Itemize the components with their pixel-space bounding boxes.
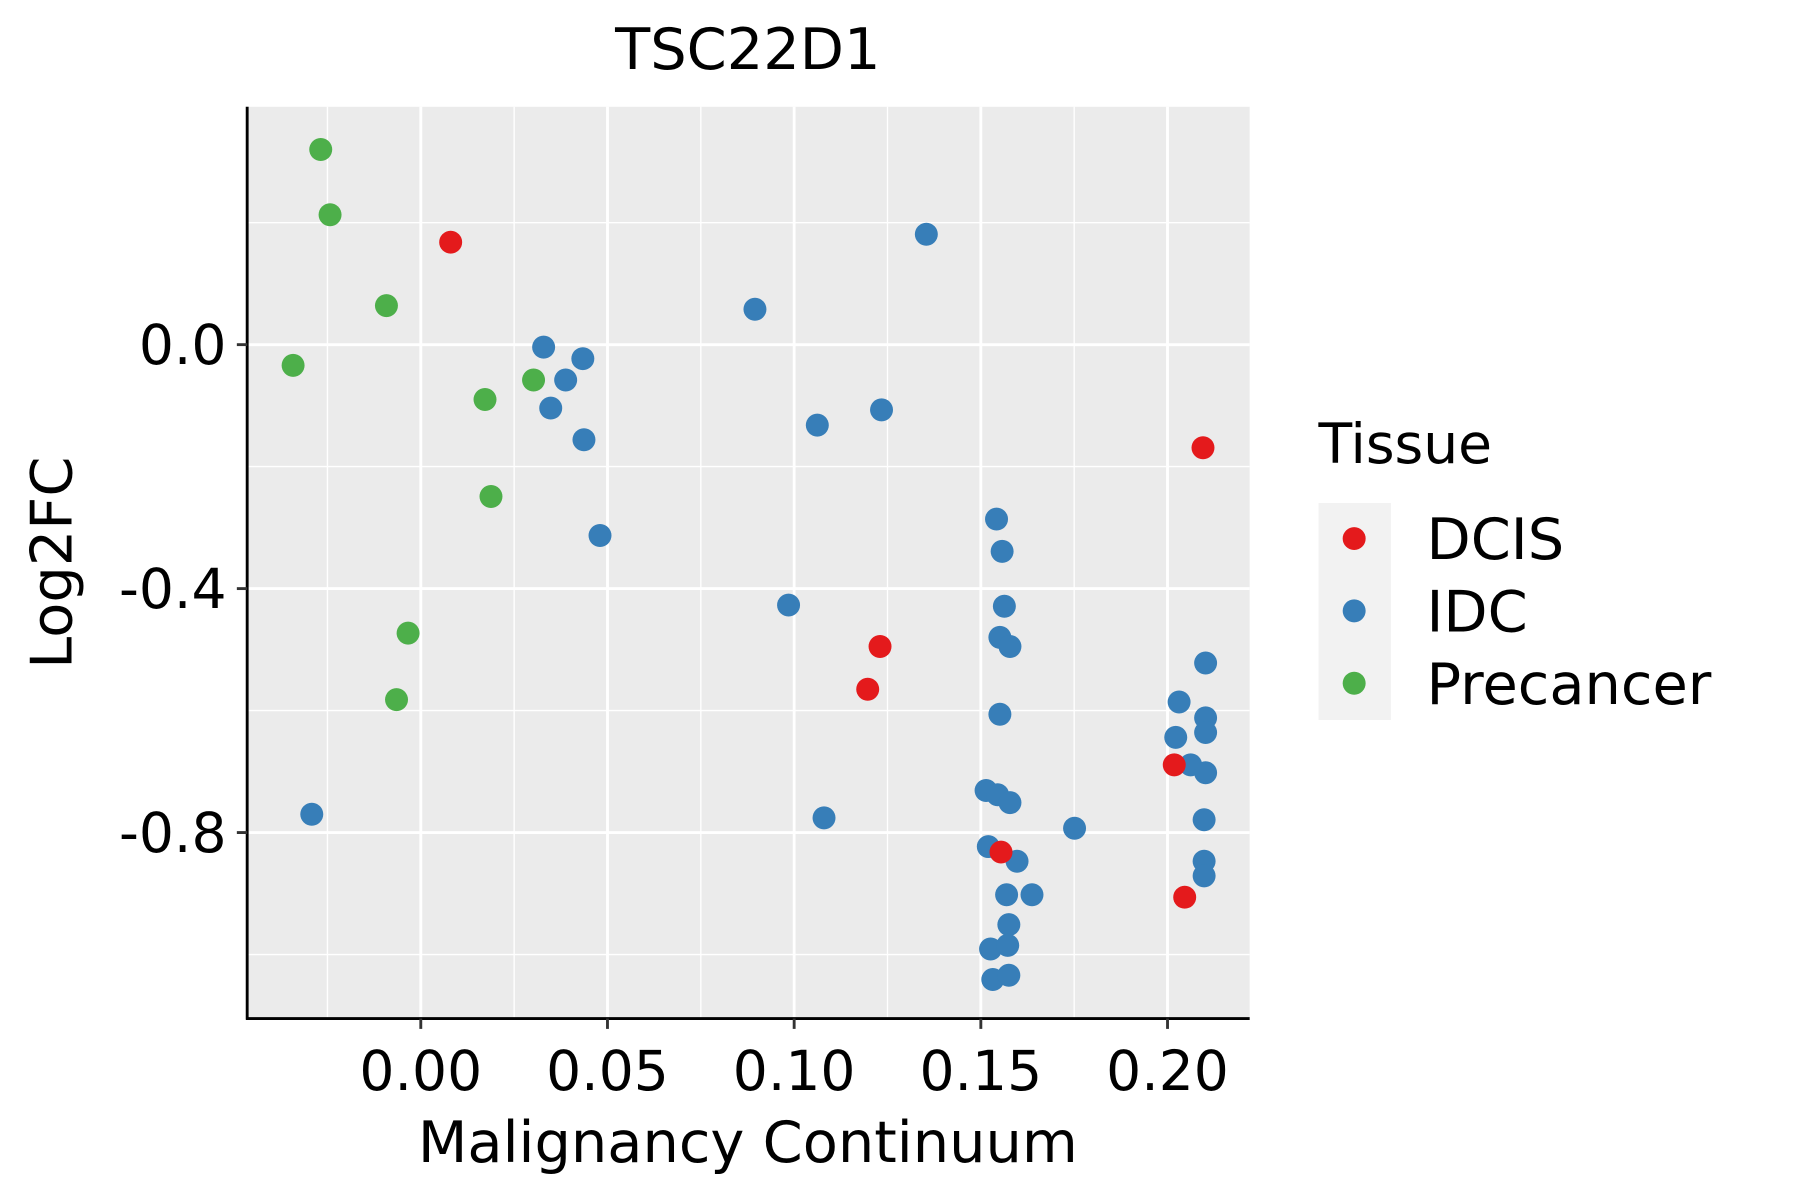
- data-point-idc: [777, 593, 801, 617]
- y-axis-label: Log2FC: [18, 457, 85, 669]
- data-point-idc: [532, 335, 556, 359]
- grid: [247, 106, 1250, 1019]
- data-point-idc: [988, 702, 1012, 726]
- data-point-idc: [997, 963, 1021, 987]
- data-point-idc: [571, 347, 595, 371]
- data-point-precancer: [522, 368, 546, 392]
- data-point-idc: [992, 594, 1016, 618]
- legend-key-idc: [1342, 599, 1366, 623]
- data-point-idc: [1194, 721, 1218, 745]
- data-point-idc: [1164, 725, 1188, 749]
- legend-title: Tissue: [1318, 412, 1493, 476]
- data-point-idc: [1192, 864, 1216, 888]
- data-point-idc: [990, 539, 1014, 563]
- y-tick-label: -0.8: [119, 801, 227, 865]
- data-point-idc: [1063, 816, 1087, 840]
- data-point-dcis: [868, 635, 892, 659]
- data-point-idc: [743, 297, 767, 321]
- legend-label: Precancer: [1427, 651, 1712, 718]
- data-point-idc: [996, 933, 1020, 957]
- data-point-precancer: [479, 485, 503, 508]
- data-point-idc: [998, 635, 1022, 659]
- data-point-idc: [1020, 883, 1044, 907]
- data-point-dcis: [856, 677, 880, 701]
- data-point-precancer: [473, 388, 497, 412]
- x-tick-label: 0.05: [546, 1039, 669, 1103]
- points: [281, 138, 1218, 992]
- x-tick-label: 0.15: [919, 1039, 1042, 1103]
- data-point-idc: [914, 222, 938, 246]
- data-point-idc: [554, 368, 578, 392]
- data-point-precancer: [396, 621, 420, 645]
- data-point-idc: [995, 883, 1019, 907]
- data-point-idc: [1194, 761, 1218, 785]
- data-point-idc: [870, 398, 894, 422]
- x-tick-label: 0.00: [359, 1039, 482, 1103]
- data-point-idc: [1167, 690, 1191, 714]
- data-point-dcis: [1162, 753, 1186, 777]
- data-point-idc: [1194, 651, 1218, 675]
- data-point-idc: [979, 937, 1003, 961]
- x-tick-label: 0.20: [1106, 1039, 1229, 1103]
- data-point-dcis: [439, 230, 463, 254]
- data-point-idc: [997, 913, 1021, 937]
- data-point-precancer: [309, 138, 333, 161]
- data-point-idc: [985, 507, 1009, 531]
- data-point-idc: [805, 413, 829, 437]
- data-point-idc: [1192, 808, 1216, 832]
- legend-label: IDC: [1427, 579, 1528, 646]
- plot-panel: [247, 106, 1250, 1019]
- x-tick-label: 0.10: [733, 1039, 856, 1103]
- chart-title: TSC22D1: [614, 16, 880, 83]
- data-point-dcis: [989, 840, 1013, 864]
- legend-key-precancer: [1342, 671, 1366, 695]
- data-point-idc: [998, 791, 1022, 815]
- data-point-precancer: [318, 203, 342, 227]
- data-point-idc: [300, 802, 324, 826]
- x-axis-label: Malignancy Continuum: [418, 1109, 1078, 1176]
- y-tick-label: -0.4: [119, 557, 227, 621]
- data-point-precancer: [374, 294, 398, 318]
- data-point-idc: [572, 428, 596, 452]
- data-point-precancer: [385, 688, 409, 712]
- data-point-dcis: [1191, 436, 1215, 460]
- ticks: 0.00 0.05 0.10 0.15 0.20 0.0 -0.4 -0.8: [119, 313, 1229, 1103]
- legend-label: DCIS: [1427, 506, 1565, 573]
- data-point-idc: [539, 396, 563, 420]
- legend-key-dcis: [1342, 527, 1366, 551]
- data-point-dcis: [1173, 885, 1197, 909]
- data-point-precancer: [281, 353, 305, 377]
- data-point-idc: [812, 806, 836, 830]
- data-point-idc: [588, 524, 612, 548]
- y-tick-label: 0.0: [139, 313, 227, 377]
